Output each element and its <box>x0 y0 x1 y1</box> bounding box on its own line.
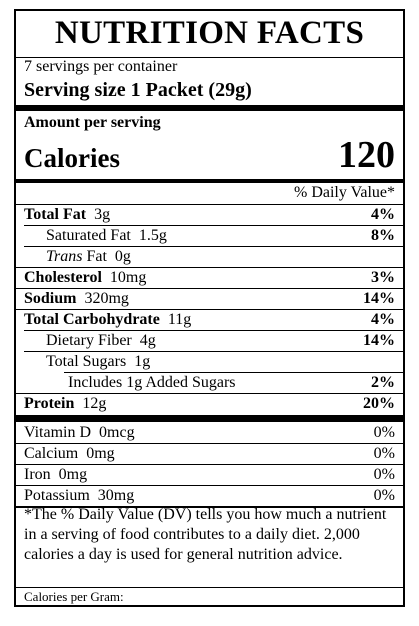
nutrient-row-trans-fat: Trans Fat 0g <box>24 247 395 267</box>
nutrient-amount: 0g <box>114 248 131 265</box>
nutrient-amount: 1.5g <box>138 227 167 244</box>
row-divider <box>16 485 403 486</box>
row-divider <box>16 464 403 465</box>
label-title: NUTRITION FACTS <box>54 15 365 51</box>
row-divider <box>24 225 403 226</box>
vitamin-dv: 0% <box>373 466 395 483</box>
nutrient-name: Total Sugars <box>46 353 127 370</box>
servings-per-container: 7 servings per container <box>24 58 178 75</box>
row-divider <box>16 204 403 205</box>
nutrient-row-total-carbohydrate: Total Carbohydrate 11g 4% <box>24 310 395 330</box>
nutrient-amount: 4g <box>139 332 156 349</box>
calories-value: 120 <box>338 134 395 176</box>
nutrient-row-saturated-fat: Saturated Fat 1.5g 8% <box>24 226 395 246</box>
medium-divider <box>16 179 403 183</box>
vitamin-dv: 0% <box>373 424 395 441</box>
daily-value-footnote: *The % Daily Value (DV) tells you how mu… <box>24 506 387 563</box>
nutrient-amount: 10mg <box>109 269 147 286</box>
nutrient-amount: 3g <box>94 206 111 223</box>
row-divider <box>24 330 403 331</box>
vitamin-name: Potassium <box>24 487 90 504</box>
vitamin-amount: 0mcg <box>99 424 135 441</box>
nutrient-dv: 3% <box>371 269 395 286</box>
nutrient-amount: 11g <box>167 311 192 328</box>
vitamin-dv: 0% <box>373 445 395 462</box>
vitamin-amount: 0mg <box>86 445 115 462</box>
daily-value-header: % Daily Value* <box>293 184 395 201</box>
nutrient-name: Dietary Fiber <box>46 332 132 349</box>
nutrient-dv: 8% <box>371 227 395 244</box>
calories-per-gram: Calories per Gram: <box>24 589 124 604</box>
divider <box>16 506 403 508</box>
vitamin-name: Vitamin D <box>24 424 92 441</box>
nutrient-dv: 20% <box>363 395 395 412</box>
vitamin-amount: 0mg <box>58 466 88 483</box>
vitamin-name: Iron <box>24 466 51 483</box>
nutrient-amount: 1g <box>134 353 151 370</box>
serving-size: Serving size 1 Packet (29g) <box>24 79 252 101</box>
amount-per-serving: Amount per serving <box>24 114 161 131</box>
vitamin-row-potassium: Potassium 30mg 0% <box>24 486 395 506</box>
vitamin-row-calcium: Calcium 0mg 0% <box>24 444 395 464</box>
divider <box>16 57 403 58</box>
row-divider <box>16 443 403 444</box>
nutrient-amount: 320mg <box>84 290 129 307</box>
nutrient-dv: 4% <box>371 311 395 328</box>
thick-divider <box>16 105 403 111</box>
row-divider <box>16 267 403 268</box>
nutrient-row-total-sugars: Total Sugars 1g <box>24 352 395 372</box>
row-divider <box>16 288 403 289</box>
nutrient-amount: 12g <box>82 395 107 412</box>
nutrient-name: Sodium <box>24 290 77 307</box>
nutrient-dv: 2% <box>371 374 395 391</box>
vitamin-name: Calcium <box>24 445 79 462</box>
nutrient-name: Cholesterol <box>24 269 102 286</box>
row-divider <box>16 309 403 310</box>
nutrition-facts-label: NUTRITION FACTS 7 servings per container… <box>14 9 405 607</box>
thick-divider <box>16 415 403 422</box>
nutrient-dv: 14% <box>363 332 395 349</box>
vitamin-row-vitamin-d: Vitamin D 0mcg 0% <box>24 423 395 443</box>
row-divider <box>24 246 403 247</box>
nutrient-name: Saturated Fat <box>46 227 131 244</box>
nutrient-row-added-sugars: Includes 1g Added Sugars 2% <box>24 373 395 393</box>
nutrient-dv: 4% <box>371 206 395 223</box>
nutrient-name: Includes 1g Added Sugars <box>68 374 236 391</box>
nutrient-row-cholesterol: Cholesterol 10mg 3% <box>24 268 395 288</box>
nutrient-row-dietary-fiber: Dietary Fiber 4g 14% <box>24 331 395 351</box>
nutrient-name: Total Carbohydrate <box>24 311 160 328</box>
nutrient-name: Total Fat <box>24 206 87 223</box>
vitamin-dv: 0% <box>373 487 395 504</box>
nutrient-row-protein: Protein 12g 20% <box>24 394 395 414</box>
vitamin-row-iron: Iron 0mg 0% <box>24 465 395 485</box>
nutrient-row-total-fat: Total Fat 3g 4% <box>24 205 395 225</box>
row-divider <box>64 372 403 373</box>
row-divider <box>16 393 403 394</box>
nutrient-name-suffix: Fat <box>86 248 107 265</box>
nutrient-dv: 14% <box>363 290 395 307</box>
nutrient-row-sodium: Sodium 320mg 14% <box>24 289 395 309</box>
nutrient-name: Protein <box>24 395 75 412</box>
nutrient-name: Trans <box>46 248 83 265</box>
divider <box>16 587 403 588</box>
vitamin-amount: 30mg <box>97 487 135 504</box>
row-divider <box>24 351 403 352</box>
calories-label: Calories <box>24 143 120 173</box>
